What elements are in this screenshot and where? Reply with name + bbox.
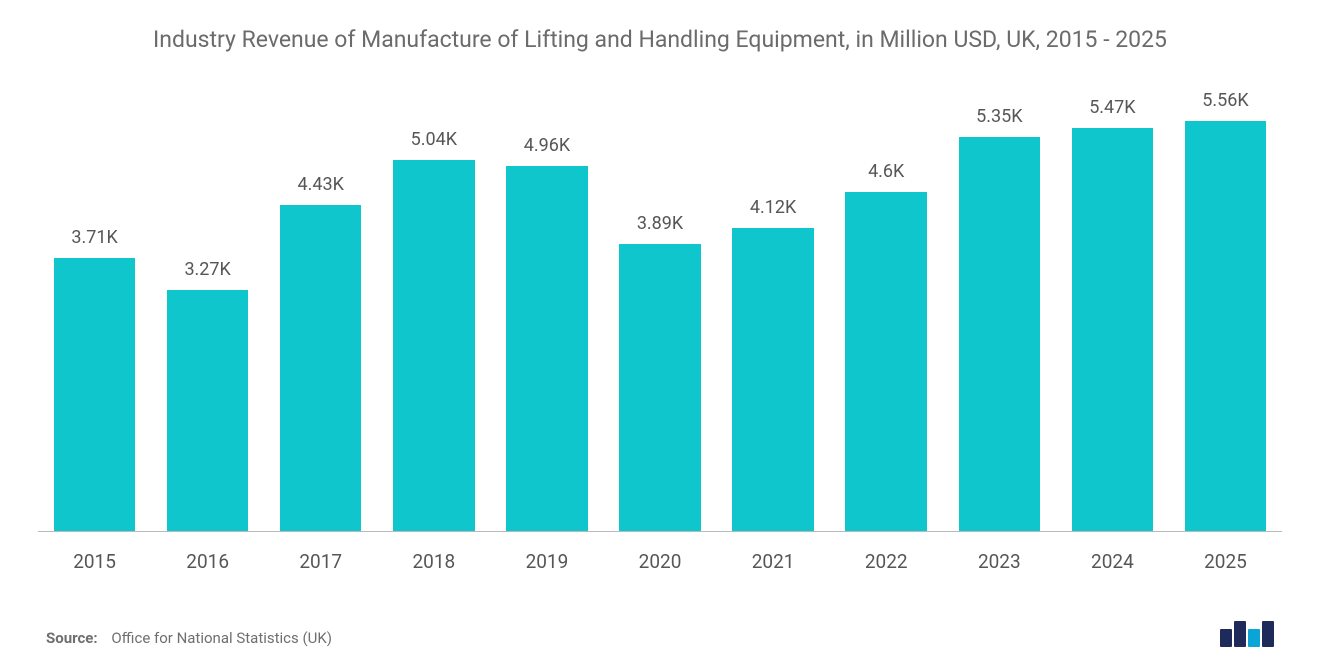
bar-column: 4.12K <box>717 89 830 531</box>
bar <box>959 137 1040 531</box>
bar-value-label: 4.43K <box>298 174 344 195</box>
bar <box>732 228 813 531</box>
bar-value-label: 4.96K <box>524 135 570 156</box>
bar <box>54 258 135 531</box>
x-axis-tick: 2019 <box>490 550 603 573</box>
bar-column: 5.47K <box>1056 89 1169 531</box>
x-axis-tick: 2015 <box>38 550 151 573</box>
bar <box>506 166 587 531</box>
bar-value-label: 5.35K <box>976 106 1022 127</box>
bar-value-label: 5.56K <box>1202 90 1248 111</box>
bar-value-label: 3.71K <box>71 227 117 248</box>
bar-column: 4.96K <box>490 89 603 531</box>
bar-column: 4.6K <box>830 89 943 531</box>
bar-value-label: 3.89K <box>637 213 683 234</box>
brand-logo <box>1220 617 1274 647</box>
bar-column: 3.71K <box>38 89 151 531</box>
x-axis-tick: 2025 <box>1169 550 1282 573</box>
x-axis-tick: 2017 <box>264 550 377 573</box>
x-axis-line <box>38 531 1282 532</box>
x-axis-tick: 2020 <box>603 550 716 573</box>
x-axis-tick: 2023 <box>943 550 1056 573</box>
chart-footer: Source: Office for National Statistics (… <box>28 617 1292 647</box>
bar <box>619 244 700 531</box>
x-axis: 2015201620172018201920202021202220232024… <box>38 550 1282 573</box>
x-axis-tick: 2018 <box>377 550 490 573</box>
bar-value-label: 3.27K <box>184 259 230 280</box>
bar <box>167 290 248 531</box>
bar-column: 5.35K <box>943 89 1056 531</box>
bar-value-label: 5.47K <box>1089 97 1135 118</box>
x-axis-tick: 2016 <box>151 550 264 573</box>
bar-column: 3.27K <box>151 89 264 531</box>
bar-column: 3.89K <box>603 89 716 531</box>
bar <box>393 160 474 531</box>
x-axis-tick: 2024 <box>1056 550 1169 573</box>
bar <box>1185 121 1266 531</box>
bar-value-label: 5.04K <box>411 129 457 150</box>
bar <box>1072 128 1153 531</box>
source-citation: Source: Office for National Statistics (… <box>46 629 332 647</box>
logo-bar <box>1262 621 1274 647</box>
source-label: Source: <box>46 629 98 647</box>
chart-container: Industry Revenue of Manufacture of Lifti… <box>0 0 1320 665</box>
bar-value-label: 4.6K <box>868 161 904 182</box>
logo-bar <box>1248 629 1260 647</box>
x-axis-tick: 2021 <box>717 550 830 573</box>
plot-area: 3.71K 3.27K 4.43K 5.04K 4.96K 3.89K 4.12K 4.6K 5… <box>38 89 1282 531</box>
bar-group: 3.71K 3.27K 4.43K 5.04K 4.96K 3.89K 4.12K 4.6K 5… <box>38 89 1282 531</box>
source-text: Office for National Statistics (UK) <box>111 629 332 647</box>
bar-column: 5.04K <box>377 89 490 531</box>
bar-column: 4.43K <box>264 89 377 531</box>
bar-column: 5.56K <box>1169 89 1282 531</box>
bar <box>280 205 361 531</box>
chart-title: Industry Revenue of Manufacture of Lifti… <box>153 24 1167 55</box>
logo-bar <box>1234 621 1246 647</box>
bar <box>845 192 926 531</box>
x-axis-tick: 2022 <box>830 550 943 573</box>
bar-value-label: 4.12K <box>750 197 796 218</box>
logo-bar <box>1220 629 1232 647</box>
